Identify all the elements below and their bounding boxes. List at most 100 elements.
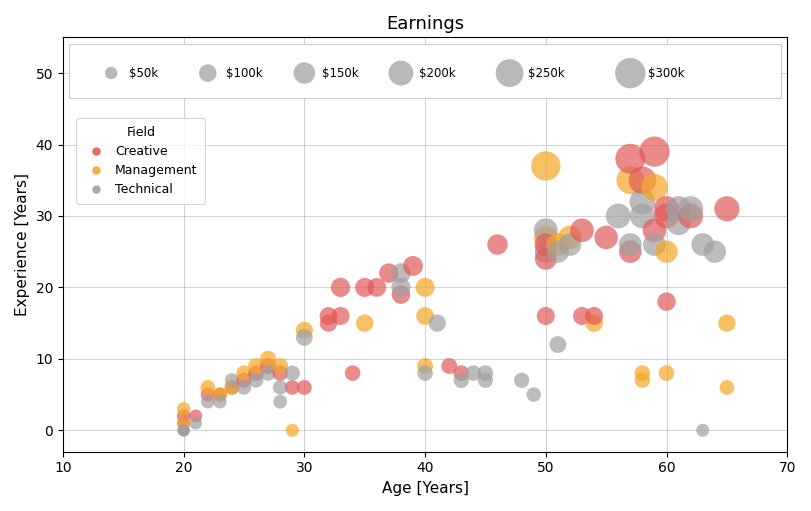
- Point: [358, 283, 371, 291]
- Point: [213, 390, 226, 399]
- Point: [418, 369, 431, 377]
- Point: [684, 205, 697, 213]
- Point: [539, 226, 552, 235]
- Text: $200k: $200k: [419, 66, 456, 80]
- Point: [624, 248, 637, 256]
- Point: [346, 369, 359, 377]
- Point: [177, 426, 190, 434]
- Point: [443, 362, 456, 370]
- Point: [551, 248, 564, 256]
- Point: [334, 283, 347, 291]
- Point: [201, 383, 214, 391]
- Point: [274, 383, 287, 391]
- Point: [201, 69, 214, 77]
- Point: [382, 269, 395, 277]
- Point: [225, 383, 238, 391]
- Text: $250k: $250k: [528, 66, 564, 80]
- Point: [564, 234, 577, 242]
- Point: [660, 369, 673, 377]
- Point: [648, 148, 661, 156]
- Point: [406, 262, 419, 270]
- FancyBboxPatch shape: [69, 44, 781, 98]
- Point: [177, 405, 190, 413]
- Point: [177, 419, 190, 427]
- Point: [636, 376, 649, 384]
- Point: [611, 212, 624, 220]
- Point: [418, 283, 431, 291]
- Point: [515, 376, 528, 384]
- Point: [491, 241, 504, 249]
- Point: [274, 369, 287, 377]
- Point: [285, 369, 298, 377]
- Point: [262, 362, 275, 370]
- Point: [298, 333, 311, 341]
- Point: [394, 69, 407, 77]
- Point: [624, 176, 637, 184]
- Point: [250, 376, 263, 384]
- Point: [250, 369, 263, 377]
- Point: [298, 326, 311, 334]
- Point: [624, 155, 637, 163]
- Point: [636, 198, 649, 206]
- Point: [588, 319, 601, 327]
- Point: [648, 226, 661, 235]
- Point: [334, 312, 347, 320]
- Y-axis label: Experience [Years]: Experience [Years]: [15, 173, 30, 316]
- Point: [322, 312, 335, 320]
- Legend: Creative, Management, Technical: Creative, Management, Technical: [76, 118, 205, 204]
- Point: [298, 69, 311, 77]
- Point: [177, 412, 190, 420]
- Point: [636, 212, 649, 220]
- Point: [238, 376, 251, 384]
- Point: [697, 426, 710, 434]
- Point: [479, 369, 492, 377]
- Point: [238, 383, 251, 391]
- Point: [322, 319, 335, 327]
- Point: [418, 312, 431, 320]
- Point: [285, 426, 298, 434]
- Point: [358, 319, 371, 327]
- Point: [189, 419, 202, 427]
- Point: [250, 362, 263, 370]
- Point: [720, 383, 733, 391]
- Point: [394, 290, 407, 298]
- Point: [189, 412, 202, 420]
- Point: [479, 376, 492, 384]
- Point: [455, 376, 468, 384]
- Point: [539, 241, 552, 249]
- Point: [213, 398, 226, 406]
- Point: [672, 219, 685, 227]
- Point: [564, 241, 577, 249]
- Point: [660, 205, 673, 213]
- Point: [648, 241, 661, 249]
- Point: [539, 162, 552, 170]
- Text: $300k: $300k: [649, 66, 685, 80]
- Point: [262, 369, 275, 377]
- Point: [274, 362, 287, 370]
- Point: [177, 426, 190, 434]
- Point: [527, 390, 540, 399]
- Point: [720, 205, 733, 213]
- Point: [551, 340, 564, 349]
- Point: [708, 248, 721, 256]
- Point: [418, 362, 431, 370]
- Point: [624, 241, 637, 249]
- Point: [238, 369, 251, 377]
- Point: [225, 376, 238, 384]
- Point: [720, 319, 733, 327]
- Point: [177, 419, 190, 427]
- Point: [551, 241, 564, 249]
- Point: [455, 369, 468, 377]
- Point: [539, 254, 552, 263]
- Point: [636, 176, 649, 184]
- Point: [539, 234, 552, 242]
- Point: [539, 312, 552, 320]
- Point: [660, 297, 673, 306]
- Point: [599, 234, 612, 242]
- Title: Earnings: Earnings: [386, 15, 464, 33]
- Text: $50k: $50k: [129, 66, 158, 80]
- Point: [201, 398, 214, 406]
- Point: [588, 312, 601, 320]
- Point: [624, 69, 637, 77]
- Point: [697, 241, 710, 249]
